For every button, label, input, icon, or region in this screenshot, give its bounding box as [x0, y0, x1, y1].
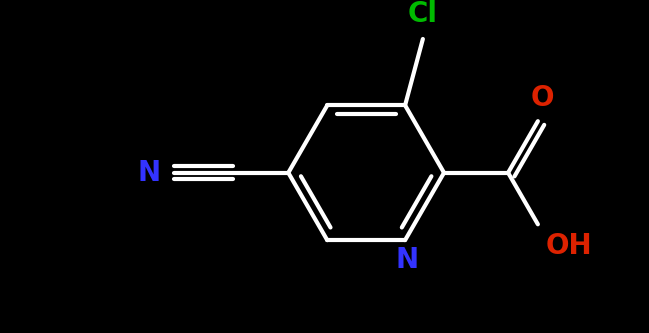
Text: Cl: Cl	[408, 0, 438, 28]
Text: N: N	[138, 159, 161, 187]
Text: O: O	[531, 84, 554, 112]
Text: OH: OH	[545, 232, 592, 260]
Text: N: N	[395, 246, 419, 274]
